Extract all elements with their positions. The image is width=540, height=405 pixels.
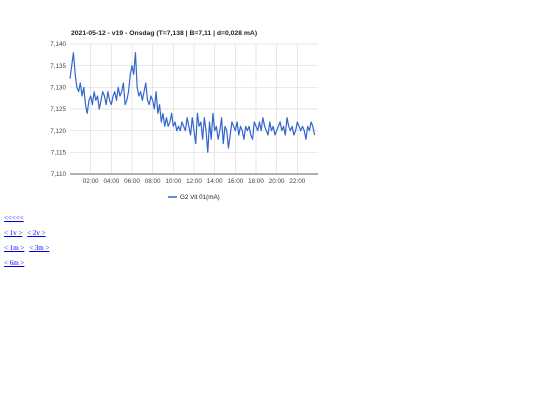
chart-axes: 7,140 7,135 7,130 7,125 7,120 7,115 7,110 02:00… [50, 41, 318, 185]
x-tick-label: 14:00 [207, 178, 223, 185]
y-tick-label: 7,110 [51, 171, 67, 178]
x-tick-label: 16:00 [227, 178, 243, 185]
nav-row-2: < 1v > < 2v > [4, 229, 49, 237]
nav-link-back-all[interactable]: <<<<< [4, 214, 24, 222]
chart-legend[interactable]: G2 Vit 01(mA) [168, 194, 220, 201]
chart-title: 2021-05-12 - v19 - Onsdag (T=7,138 | B=7… [71, 30, 257, 37]
chart-series [69, 52, 316, 153]
nav-link-3m[interactable]: < 3m > [29, 244, 50, 252]
nav-link-2v[interactable]: < 2v > [27, 229, 46, 237]
x-tick-label: 22:00 [289, 178, 305, 185]
chart-grid [70, 43, 318, 175]
x-tick-label: 10:00 [165, 178, 181, 185]
nav-row-1: <<<<< [4, 214, 27, 222]
series-line [69, 52, 316, 153]
y-tick-label: 7,120 [50, 128, 66, 135]
x-tick-label: 12:00 [186, 178, 202, 185]
nav-row-3: < 1m > < 3m > [4, 244, 52, 252]
x-tick-label: 04:00 [103, 178, 119, 185]
y-tick-label: 7,140 [50, 41, 66, 48]
nav-row-4: < 6m > [4, 259, 27, 267]
legend-label[interactable]: G2 Vit 01(mA) [180, 194, 220, 201]
x-tick-label: 02:00 [83, 178, 99, 185]
nav-link-1m[interactable]: < 1m > [4, 244, 25, 252]
y-tick-label: 7,115 [51, 150, 67, 157]
x-tick-label: 08:00 [145, 178, 161, 185]
x-tick-label: 06:00 [124, 178, 140, 185]
y-tick-label: 7,130 [50, 85, 66, 92]
x-tick-label: 20:00 [269, 178, 285, 185]
y-tick-label: 7,135 [50, 63, 66, 70]
nav-link-6m[interactable]: < 6m > [4, 259, 25, 267]
nav-link-1v[interactable]: < 1v > [4, 229, 23, 237]
x-tick-label: 18:00 [248, 178, 264, 185]
line-chart: 2021-05-12 - v19 - Onsdag (T=7,138 | B=7… [50, 30, 318, 201]
y-tick-label: 7,125 [50, 106, 66, 113]
